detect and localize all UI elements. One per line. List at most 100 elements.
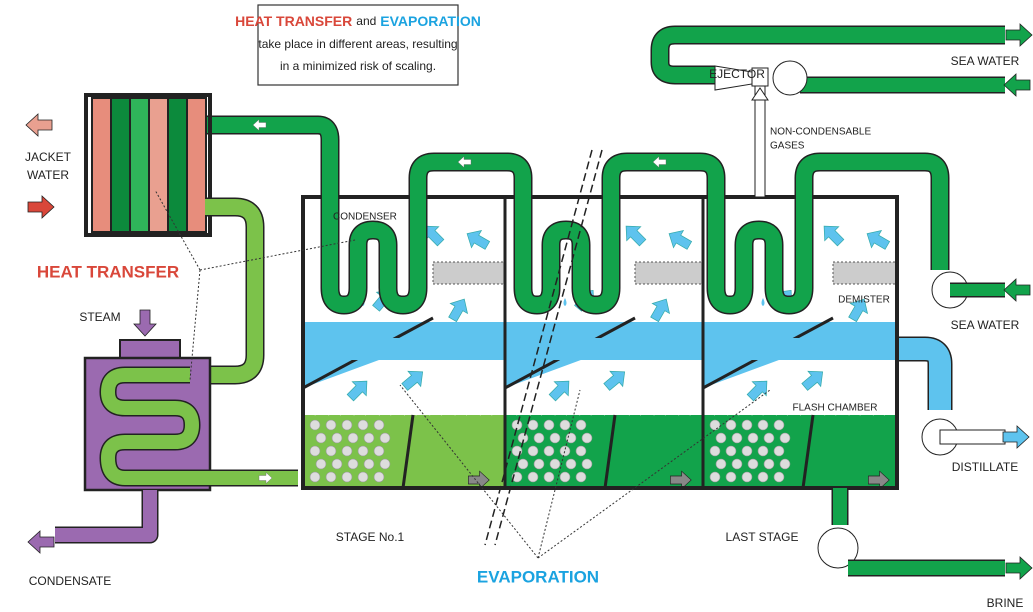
bubble [764, 433, 774, 443]
bubble [310, 472, 320, 482]
bubble [764, 459, 774, 469]
bubble [726, 472, 736, 482]
bubble [560, 446, 570, 456]
gas-arrow [752, 88, 768, 100]
heater-cap [120, 340, 180, 358]
bubble [726, 446, 736, 456]
label: STEAM [79, 310, 120, 324]
bubble [732, 459, 742, 469]
arrow [343, 374, 374, 405]
wave [379, 412, 392, 415]
arrow [664, 225, 694, 254]
bubble [710, 446, 720, 456]
bubble [758, 420, 768, 430]
plate [92, 98, 111, 232]
bubble [534, 433, 544, 443]
wave [678, 412, 690, 415]
arrow [798, 364, 829, 394]
bubble [326, 472, 336, 482]
wave [555, 412, 567, 415]
pipe-outline [205, 125, 940, 305]
bubble [518, 459, 528, 469]
bubble [534, 459, 544, 469]
label: JACKET [25, 150, 72, 164]
bubble [726, 420, 736, 430]
callout-line: in a minimized risk of scaling. [280, 59, 436, 73]
bubble [582, 433, 592, 443]
wave [629, 412, 641, 415]
bubble [380, 459, 390, 469]
label: CONDENSER [333, 212, 397, 223]
bubble [316, 459, 326, 469]
bubble [774, 472, 784, 482]
bubble [326, 446, 336, 456]
pipe [55, 490, 150, 535]
arrow [134, 310, 156, 336]
arrow [545, 374, 576, 405]
wave [727, 412, 739, 415]
wave [404, 412, 417, 415]
bubble [544, 472, 554, 482]
arrow [26, 114, 52, 136]
bubble [358, 446, 368, 456]
label: CONDENSATE [29, 574, 111, 588]
label: EJECTOR [709, 67, 765, 81]
wave [328, 412, 341, 415]
label: FLASH CHAMBER [792, 403, 877, 414]
wave [480, 412, 493, 415]
bubble [374, 420, 384, 430]
bubble [748, 459, 758, 469]
callout-line: take place in different areas, resulting [258, 37, 457, 51]
bubble [364, 459, 374, 469]
label: DISTILLATE [952, 460, 1018, 474]
plate [149, 98, 168, 232]
label: EVAPORATION [477, 567, 599, 586]
diagram: HEAT TRANSFERandEVAPORATION take place i… [0, 0, 1033, 612]
bubble [342, 446, 352, 456]
demister [833, 262, 897, 284]
bubble [566, 459, 576, 469]
bubble [348, 459, 358, 469]
bubble [742, 446, 752, 456]
bubble [742, 472, 752, 482]
droplet [762, 298, 765, 306]
wave [429, 412, 442, 415]
bubble [774, 446, 784, 456]
bubble [710, 420, 720, 430]
bubble [358, 472, 368, 482]
bubble [544, 420, 554, 430]
pump [773, 61, 807, 95]
plate [130, 98, 149, 232]
bubble [716, 433, 726, 443]
wave [455, 412, 468, 415]
bubble [512, 446, 522, 456]
bubble [332, 433, 342, 443]
arrow [600, 364, 631, 394]
wave [604, 412, 616, 415]
label: DEMISTER [838, 295, 890, 306]
demister [635, 262, 703, 284]
bubble [358, 420, 368, 430]
label: GASES [770, 141, 805, 152]
arrow [1006, 24, 1032, 46]
label: HEAT TRANSFER [37, 262, 179, 281]
arrow [1003, 426, 1029, 448]
wave [654, 412, 666, 415]
bubble [576, 472, 586, 482]
arrow [619, 219, 650, 250]
arrow [743, 374, 774, 405]
bubble [550, 459, 560, 469]
bubble [582, 459, 592, 469]
distillate-out [940, 430, 1005, 444]
bubble [528, 420, 538, 430]
arrow [1006, 557, 1032, 579]
label: WATER [27, 168, 69, 182]
wave [776, 412, 788, 415]
wave [354, 412, 367, 415]
bubble [748, 433, 758, 443]
gas-pipe [755, 86, 765, 197]
bubble [560, 472, 570, 482]
bubble [348, 433, 358, 443]
wave [752, 412, 764, 415]
bubble [374, 472, 384, 482]
